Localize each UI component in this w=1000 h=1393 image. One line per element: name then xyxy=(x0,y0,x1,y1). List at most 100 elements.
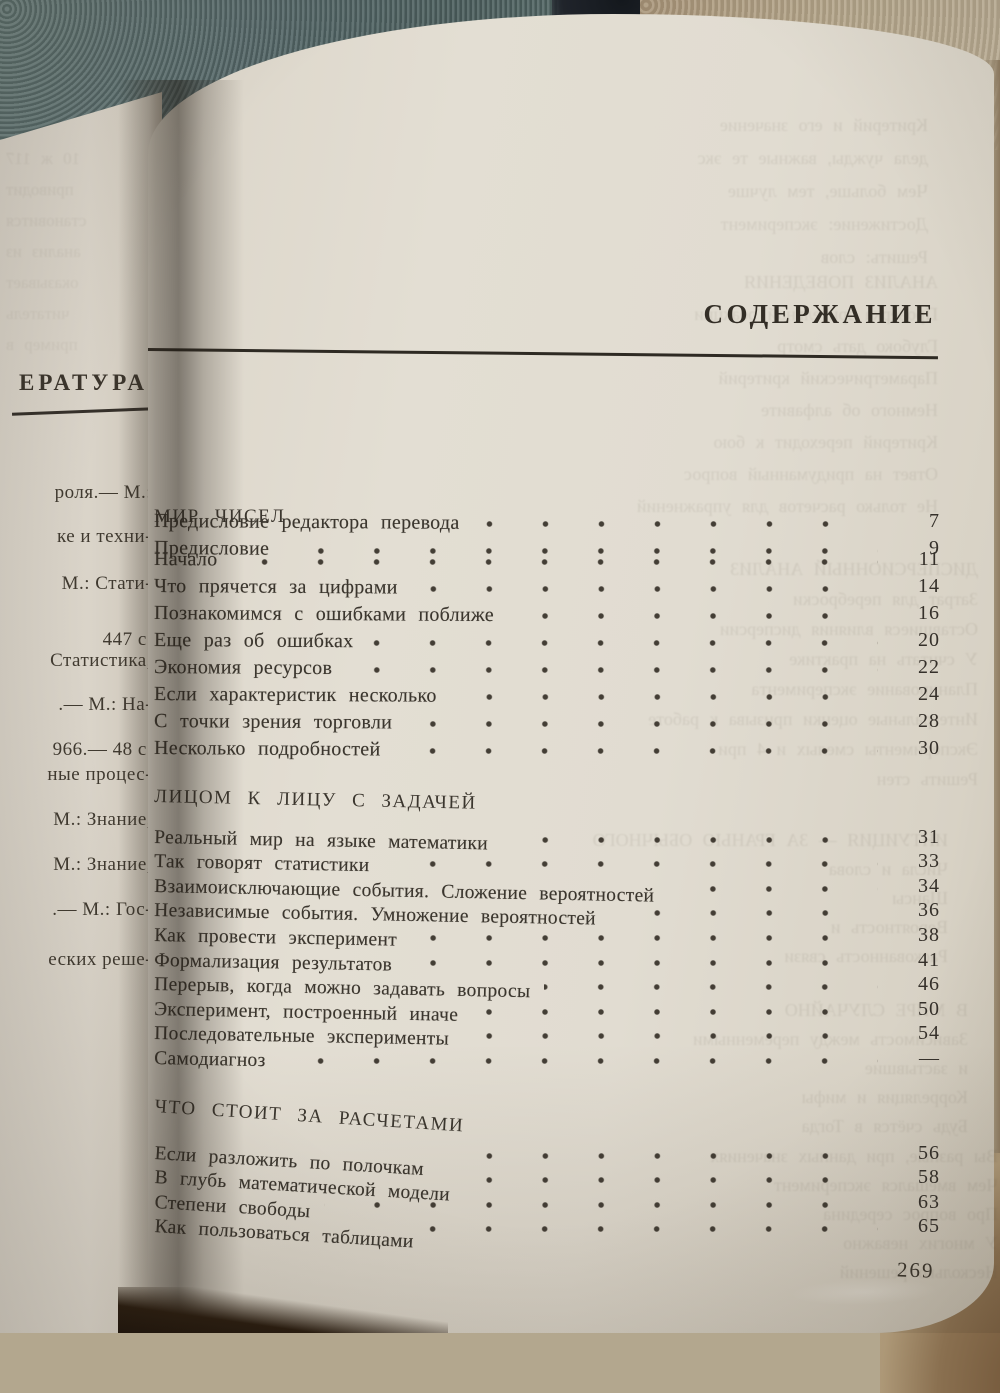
dot-leader xyxy=(462,1032,878,1041)
dot-leader xyxy=(283,547,878,555)
dot-leader xyxy=(406,720,878,728)
toc-entry-page-number: 11 xyxy=(918,548,940,570)
toc-entry-page-number: 30 xyxy=(918,737,940,759)
dot-leader xyxy=(450,693,878,701)
dot-leader xyxy=(279,1056,878,1065)
toc-entry-page-number: — xyxy=(919,1046,940,1069)
dot-leader xyxy=(411,585,878,593)
toc-entry: С точки зрения торговли 28 xyxy=(154,706,940,733)
photo-watermark xyxy=(788,1276,940,1308)
toc-entry-page-number: 20 xyxy=(918,629,940,651)
toc-entry-label: С точки зрения торговли xyxy=(154,710,393,734)
dot-leader xyxy=(544,983,878,992)
literature-fragment: ные процес- xyxy=(47,764,152,785)
toc-entry-label: Несколько подробностей xyxy=(154,737,381,761)
front-matter-block: Предисловие редактора перевода 7 Предислов… xyxy=(154,506,940,560)
toc-section: ЧТО СТОИТ ЗА РАСЧЕТАМИ Если разложить по… xyxy=(154,1096,940,1253)
dot-leader xyxy=(668,884,878,893)
toc-entry: В глубь математической модели 58 xyxy=(154,1165,940,1206)
toc-entry-page-number: 63 xyxy=(918,1190,940,1213)
toc-entry-page-number: 9 xyxy=(929,537,940,559)
bleedthrough-line: читатель xyxy=(6,304,70,323)
toc-entry-page-number: 14 xyxy=(918,575,940,597)
toc-entry-label: Формализация результатов xyxy=(154,949,393,976)
dot-leader xyxy=(323,1200,878,1209)
toc-entry: Формализация результатов 41 xyxy=(154,947,940,976)
literature-header-fragment: ЕРАТУРА xyxy=(19,370,148,395)
toc-entry-label: Начало xyxy=(154,548,218,571)
bleedthrough-line: анализ из xyxy=(6,242,81,261)
literature-fragment: еских реше- xyxy=(48,949,152,970)
toc-rows: Реальный мир на языке математики 31 Так го… xyxy=(154,824,940,1071)
bleedthrough-line: Критерий и его значение xyxy=(719,115,928,135)
toc-entry-page-number: 38 xyxy=(918,923,940,946)
dot-leader xyxy=(410,933,878,942)
left-page-bleedthrough: 10 ж 117 приводит становится анализ из оказы… xyxy=(6,143,156,360)
toc-entry-page-number: 58 xyxy=(918,1166,940,1189)
toc-entry: Взаимоисключающие события. Сложение веро… xyxy=(154,873,940,907)
toc-section: ЛИЦОМ К ЛИЦУ С ЗАДАЧЕЙ Реальный мир на я… xyxy=(154,786,940,1071)
literature-fragment: 447 с. xyxy=(102,629,152,650)
literature-fragment: М.: Стати- xyxy=(61,573,152,594)
bleedthrough-line: Немного об алфавите xyxy=(761,400,938,420)
toc-entry-label: Еще раз об ошибках xyxy=(154,629,354,653)
toc-entry-page-number: 46 xyxy=(918,973,940,996)
dot-leader xyxy=(463,1176,878,1185)
toc-entry-label: Что прячется за цифрами xyxy=(154,575,398,599)
toc-entry-page-number: 50 xyxy=(918,997,940,1020)
toc-entry: Познакомимся с ошибками поближе 16 xyxy=(154,598,940,626)
dot-leader xyxy=(501,835,878,844)
literature-fragment: М.: Знание, xyxy=(53,809,152,830)
dot-leader xyxy=(231,558,878,566)
dot-leader xyxy=(394,747,878,755)
bleedthrough-text: Критерий и его значение дела чужды, важны… xyxy=(448,109,928,274)
toc-entry-page-number: 41 xyxy=(918,948,940,971)
toc-rows: Начало 11 Что прячется за цифрами 14 Познако… xyxy=(154,544,940,760)
literature-fragment: .— М.: На- xyxy=(58,694,152,715)
dot-leader xyxy=(405,958,878,967)
toc-entry: Независимые события. Умножение вероятнос… xyxy=(154,898,940,929)
toc-entry: Предисловие редактора перевода 7 xyxy=(154,506,940,534)
toc-entry-label: Как провести эксперимент xyxy=(154,924,398,951)
bleedthrough-line: становится xyxy=(6,211,87,230)
toc-entry: Так говорят статистики 33 xyxy=(154,849,940,877)
toc-entry-page-number: 16 xyxy=(918,602,940,624)
dot-leader xyxy=(367,639,878,647)
bleedthrough-line: Параметрический критерий xyxy=(718,368,938,388)
literature-header-rule xyxy=(11,407,155,416)
toc-entry: Последовательные эксперименты 54 xyxy=(154,1021,940,1050)
literature-fragment: М.: Знание, xyxy=(53,854,152,875)
toc-entry: Самодиагноз — xyxy=(154,1045,940,1071)
dot-leader xyxy=(346,666,878,674)
literature-fragment: ке и техни- xyxy=(56,526,152,547)
toc-entry: Несколько подробностей 30 xyxy=(154,733,940,760)
toc-entry: Эксперимент, построенный иначе 50 xyxy=(154,996,940,1026)
toc-entry: Реальный мир на языке математики 31 xyxy=(154,824,940,854)
toc-entry-page-number: 34 xyxy=(918,874,940,897)
section-heading: МИР ЧИСЕЛ xyxy=(154,506,286,527)
toc-entry-page-number: 36 xyxy=(918,899,940,922)
bleedthrough-line: Достижение: эксперимент xyxy=(720,214,928,234)
left-page: 10 ж 117 приводит становится анализ из оказы… xyxy=(0,92,162,1333)
toc-rows: Если разложить по полочкам 56 В глубь мате… xyxy=(154,1140,940,1253)
toc-entry-page-number: 22 xyxy=(918,656,940,678)
bleedthrough-line: пример в xyxy=(6,335,78,354)
bleedthrough-line: Ответ на придуманный вопрос xyxy=(683,464,938,484)
toc-entry: Если разложить по полочкам 56 xyxy=(154,1140,940,1180)
dot-leader xyxy=(472,1007,878,1016)
dot-leader xyxy=(507,612,878,620)
toc-entry-label: Так говорят статистики xyxy=(154,851,370,877)
literature-fragment: роля.— М.: xyxy=(54,482,152,503)
bleedthrough-line: дела чужды, важные те экс xyxy=(697,148,928,168)
toc-entry-page-number: 56 xyxy=(918,1141,940,1164)
toc-entry: Как провести эксперимент 38 xyxy=(154,922,940,951)
toc-entry: Что прячется за цифрами 14 xyxy=(154,571,940,598)
bleedthrough-line: Чем больше, тем лучше xyxy=(727,181,928,201)
toc-entry-page-number: 7 xyxy=(929,510,940,532)
section-heading: ЛИЦОМ К ЛИЦУ С ЗАДАЧЕЙ xyxy=(154,786,477,814)
bottom-gap-shadow xyxy=(118,1287,448,1333)
literature-fragment: .— М.: Гос- xyxy=(52,899,152,920)
toc-rows: Предисловие редактора перевода 7 Предислов… xyxy=(154,506,940,560)
toc-entry: Экономия ресурсов 22 xyxy=(154,652,940,679)
